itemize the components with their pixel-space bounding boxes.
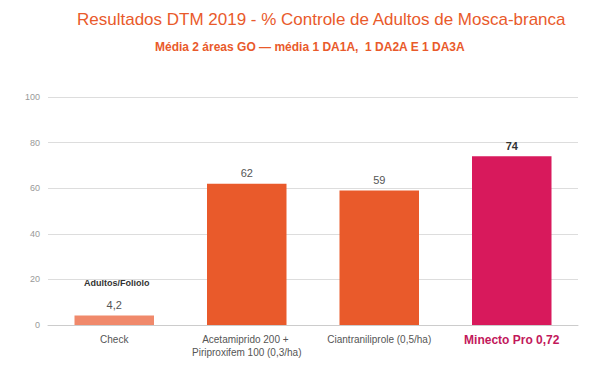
svg-text:Ciantraniliprole (0,5/ha): Ciantraniliprole (0,5/ha)	[327, 334, 431, 345]
svg-text:Média 2 áreas GO — média 1 DA1: Média 2 áreas GO — média 1 DA1A, 1 DA2A …	[155, 40, 465, 54]
svg-text:4,2: 4,2	[107, 299, 122, 311]
svg-text:100: 100	[25, 92, 40, 102]
svg-text:62: 62	[241, 167, 253, 179]
svg-text:60: 60	[30, 183, 40, 193]
svg-text:74: 74	[506, 140, 519, 152]
svg-text:Acetamiprido 200 +: Acetamiprido 200 +	[202, 334, 291, 345]
svg-text:Adultos/Folíolo: Adultos/Folíolo	[84, 277, 150, 288]
svg-text:0: 0	[35, 320, 40, 330]
svg-text:Minecto Pro 0,72: Minecto Pro 0,72	[464, 333, 560, 347]
svg-text:Check: Check	[100, 334, 129, 345]
svg-text:Resultados DTM 2019 - % Contro: Resultados DTM 2019 - % Controle de Adul…	[77, 10, 566, 29]
svg-text:20: 20	[30, 274, 40, 284]
svg-text:80: 80	[30, 138, 40, 148]
svg-text:Piriproxifem 100 (0,3/ha): Piriproxifem 100 (0,3/ha)	[192, 347, 302, 358]
svg-text:59: 59	[373, 174, 385, 186]
svg-text:40: 40	[30, 229, 40, 239]
